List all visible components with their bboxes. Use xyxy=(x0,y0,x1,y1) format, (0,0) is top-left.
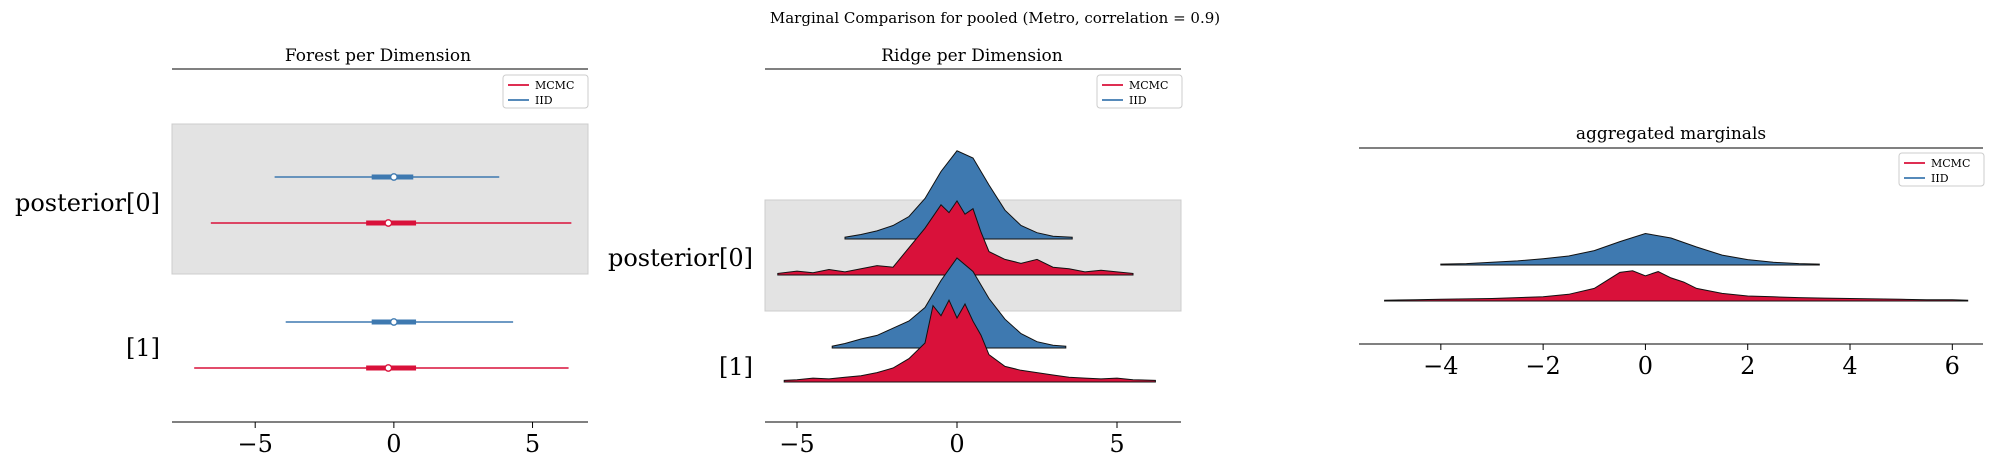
aggregated-density-iid xyxy=(1440,232,1820,266)
forest-legend-iid-label: IID xyxy=(535,94,553,107)
aggregated-panel: aggregated marginals −4 −2 0 2 4 6 MCMC IID xyxy=(1359,124,1985,380)
ridge-density-iid xyxy=(844,150,1073,240)
forest-panel: Forest per Dimension posterior[0] [1] −5 0 5… xyxy=(15,46,589,458)
forest-title: Forest per Dimension xyxy=(285,46,471,66)
ridge-legend-mcmc-label: MCMC xyxy=(1129,79,1168,92)
forest-legend-mcmc-label: MCMC xyxy=(535,79,574,92)
forest-xtick-label: 5 xyxy=(525,430,540,458)
aggregated-xtick-label: −4 xyxy=(1423,352,1458,380)
forest-xtick-label: 0 xyxy=(386,430,401,458)
forest-median-point xyxy=(390,173,398,181)
ridge-density-mcmc xyxy=(783,298,1156,383)
ridge-xtick-label: −5 xyxy=(779,430,814,458)
aggregated-legend-iid-label: IID xyxy=(1931,172,1949,185)
forest-median-point xyxy=(384,364,393,372)
forest-xtick-label: −5 xyxy=(238,430,273,458)
ridge-xtick-label: 0 xyxy=(949,430,964,458)
aggregated-xtick-label: −2 xyxy=(1525,352,1560,380)
aggregated-legend-mcmc-label: MCMC xyxy=(1931,157,1970,170)
forest-median-point xyxy=(390,318,398,326)
aggregated-xtick-label: 0 xyxy=(1638,352,1653,380)
forest-median-point xyxy=(384,219,393,227)
forest-row-label: posterior[0] xyxy=(15,189,160,217)
figure-suptitle: Marginal Comparison for pooled (Metro, c… xyxy=(770,9,1220,27)
ridge-legend-iid-label: IID xyxy=(1129,94,1147,107)
aggregated-title: aggregated marginals xyxy=(1576,124,1766,144)
aggregated-xtick-label: 2 xyxy=(1740,352,1755,380)
ridge-density-mcmc xyxy=(777,199,1134,276)
aggregated-xtick-label: 6 xyxy=(1945,352,1960,380)
ridge-xtick-label: 5 xyxy=(1109,430,1124,458)
ridge-panel: Ridge per Dimension posterior[0] [1] −5 0 5 M… xyxy=(608,46,1183,458)
aggregated-xtick-label: 4 xyxy=(1842,352,1857,380)
forest-row-label: [1] xyxy=(126,334,160,362)
ridge-row-label: [1] xyxy=(719,353,753,381)
forest-highlight-band xyxy=(171,123,589,275)
ridge-title: Ridge per Dimension xyxy=(881,46,1063,66)
ridge-row-label: posterior[0] xyxy=(608,244,753,272)
aggregated-density-mcmc xyxy=(1384,270,1969,302)
